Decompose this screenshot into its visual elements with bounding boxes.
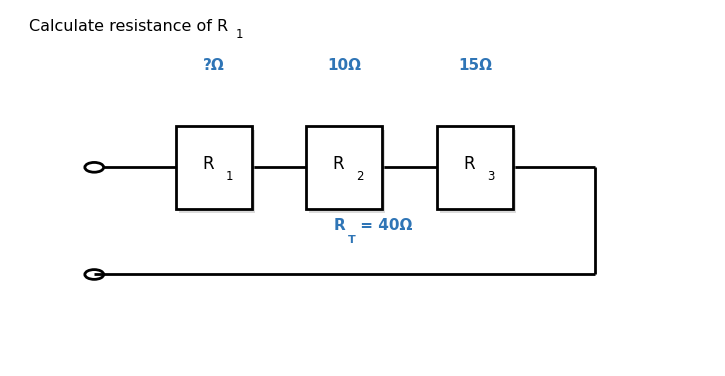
FancyBboxPatch shape bbox=[309, 130, 386, 213]
Text: ?Ω: ?Ω bbox=[203, 58, 225, 73]
Text: = 40Ω: = 40Ω bbox=[355, 218, 413, 233]
Text: 3: 3 bbox=[487, 170, 494, 183]
Text: R: R bbox=[463, 155, 475, 173]
FancyBboxPatch shape bbox=[439, 130, 515, 213]
Text: 2: 2 bbox=[357, 170, 364, 183]
Text: R: R bbox=[334, 218, 345, 233]
Text: 15Ω: 15Ω bbox=[458, 58, 492, 73]
FancyBboxPatch shape bbox=[306, 126, 383, 209]
Text: 1: 1 bbox=[226, 170, 233, 183]
Text: R: R bbox=[333, 155, 344, 173]
Text: Calculate resistance of R: Calculate resistance of R bbox=[29, 19, 228, 34]
Text: T: T bbox=[348, 235, 356, 245]
Text: 10Ω: 10Ω bbox=[328, 58, 361, 73]
Text: 1: 1 bbox=[236, 28, 243, 41]
FancyBboxPatch shape bbox=[175, 126, 252, 209]
Text: R: R bbox=[202, 155, 214, 173]
FancyBboxPatch shape bbox=[178, 130, 254, 213]
FancyBboxPatch shape bbox=[436, 126, 513, 209]
